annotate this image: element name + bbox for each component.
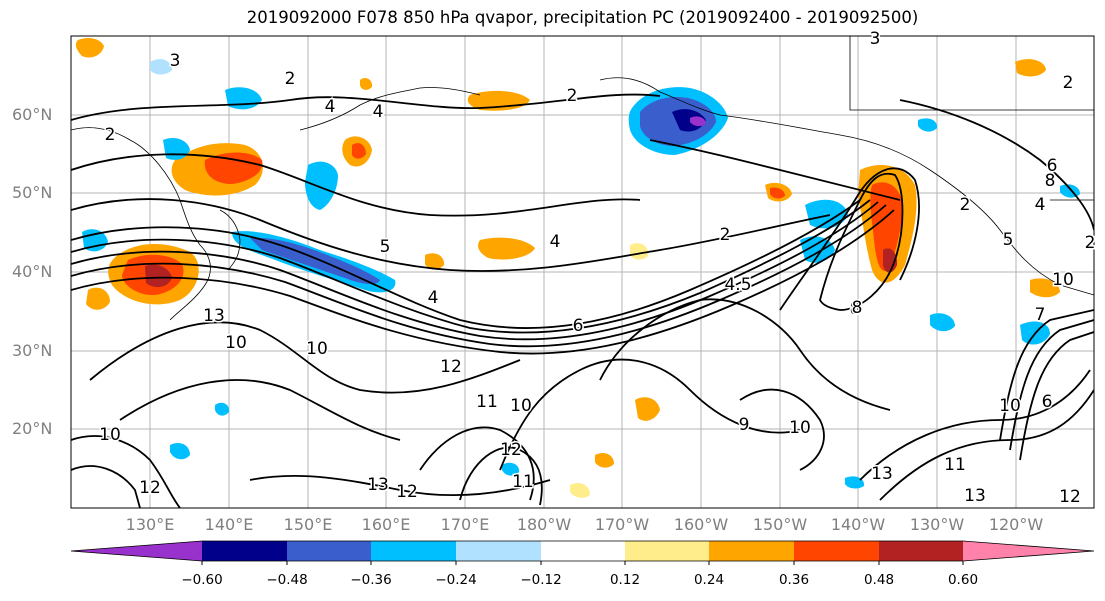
lat-label: 40°N bbox=[12, 262, 53, 281]
colorbar bbox=[70, 540, 1095, 565]
contour-label: 3 bbox=[170, 51, 181, 71]
contour-label: 10 bbox=[99, 425, 121, 445]
lat-label: 50°N bbox=[12, 183, 53, 202]
contour-label: 11 bbox=[944, 455, 966, 475]
colorbar-segment bbox=[371, 541, 456, 561]
colorbar-tick-label: −0.36 bbox=[350, 572, 392, 588]
lat-label: 60°N bbox=[12, 105, 53, 124]
colorbar-segment bbox=[541, 541, 625, 561]
contour-label: 2 bbox=[720, 225, 731, 245]
contour-label: 12 bbox=[139, 478, 161, 498]
contour-label: 4 bbox=[550, 232, 561, 252]
lon-label: 150°E bbox=[283, 515, 333, 534]
contour-label: 3 bbox=[870, 29, 881, 49]
colorbar-segment bbox=[709, 541, 794, 561]
colorbar-tick-label: 0.60 bbox=[947, 572, 979, 588]
contour-label: 10 bbox=[306, 339, 328, 359]
lon-label: 160°W bbox=[673, 515, 729, 534]
contour-label: 13 bbox=[871, 464, 893, 484]
contour-label: 8 bbox=[1045, 171, 1056, 191]
contour-label: 12 bbox=[500, 440, 522, 460]
contour-label: 5 bbox=[1003, 230, 1014, 250]
contour-label: 2 bbox=[1085, 233, 1096, 253]
page-title: 2019092000 F078 850 hPa qvapor, precipit… bbox=[246, 8, 919, 27]
colorbar-segment bbox=[625, 541, 709, 561]
contour-label: 10 bbox=[789, 418, 811, 438]
colorbar-tick-label: −0.60 bbox=[181, 572, 223, 588]
contour-label: 11 bbox=[476, 392, 498, 412]
qvapor-contours bbox=[71, 93, 1094, 508]
contour-label: 11 bbox=[512, 472, 534, 492]
lon-label: 170°W bbox=[594, 515, 650, 534]
contour-label: 6 bbox=[573, 316, 584, 336]
contour-label: 4 bbox=[325, 97, 336, 117]
contour-label: 12 bbox=[396, 482, 418, 502]
lon-label: 180°W bbox=[516, 515, 572, 534]
lat-label: 20°N bbox=[12, 419, 53, 438]
contour-label: 2 bbox=[567, 86, 578, 106]
colorbar-tick-label: 0.36 bbox=[778, 572, 810, 588]
colorbar-segment bbox=[879, 541, 963, 561]
colorbar-extend-min bbox=[71, 541, 202, 561]
lat-label: 30°N bbox=[12, 341, 53, 360]
lon-label: 160°E bbox=[361, 515, 411, 534]
contour-label: 2 bbox=[105, 125, 116, 145]
contour-label: 9 bbox=[739, 415, 750, 435]
contour-label: 13 bbox=[367, 475, 389, 495]
colorbar-tick-label: 0.24 bbox=[693, 572, 725, 588]
contour-label: 10 bbox=[510, 396, 532, 416]
lon-label: 130°E bbox=[125, 515, 175, 534]
contour-label: 10 bbox=[999, 396, 1021, 416]
lon-label: 170°E bbox=[440, 515, 490, 534]
contour-label: 6 bbox=[1042, 392, 1053, 412]
contour-label: 2 bbox=[285, 69, 296, 89]
colorbar-tick-label: −0.48 bbox=[266, 572, 308, 588]
contour-label: 8 bbox=[850, 299, 861, 319]
contour-label: 6 bbox=[1047, 156, 1058, 176]
contour-label: 12 bbox=[1059, 487, 1081, 507]
contour-label: 13 bbox=[964, 486, 986, 506]
map-frame bbox=[70, 35, 1095, 509]
colorbar-extend-max bbox=[963, 541, 1094, 561]
contour-label: 10 bbox=[1052, 270, 1074, 290]
contour-label: 12 bbox=[440, 357, 462, 377]
colorbar-segment bbox=[794, 541, 879, 561]
contour-label: 2 bbox=[1063, 73, 1074, 93]
colorbar-tick-label: −0.12 bbox=[520, 572, 562, 588]
lon-label: 140°W bbox=[830, 515, 886, 534]
precip-positive-shading bbox=[75, 38, 1060, 498]
colorbar-segment bbox=[202, 541, 287, 561]
colorbar-tick-label: 0.12 bbox=[609, 572, 641, 588]
contour-label: 10 bbox=[225, 333, 247, 353]
colorbar-tick-label: −0.24 bbox=[435, 572, 477, 588]
lon-label: 120°W bbox=[988, 515, 1044, 534]
contour-label: 8 bbox=[852, 298, 863, 318]
colorbar-segment bbox=[287, 541, 371, 561]
contour-label: 4 bbox=[1035, 195, 1046, 215]
colorbar-segment bbox=[456, 541, 541, 561]
contour-label: 4 bbox=[373, 102, 384, 122]
colorbar-tick-label: 0.48 bbox=[863, 572, 895, 588]
coastlines bbox=[71, 36, 1094, 321]
contour-label: 13 bbox=[203, 306, 225, 326]
contour-label: 7 bbox=[1035, 305, 1046, 325]
contour-label: 2 bbox=[960, 195, 971, 215]
contour-label: 4 bbox=[428, 288, 439, 308]
lon-label: 130°W bbox=[909, 515, 965, 534]
contour-label: 4.5 bbox=[724, 275, 751, 295]
lon-label: 150°W bbox=[752, 515, 808, 534]
lon-label: 140°E bbox=[204, 515, 254, 534]
contour-label: 5 bbox=[380, 237, 391, 257]
